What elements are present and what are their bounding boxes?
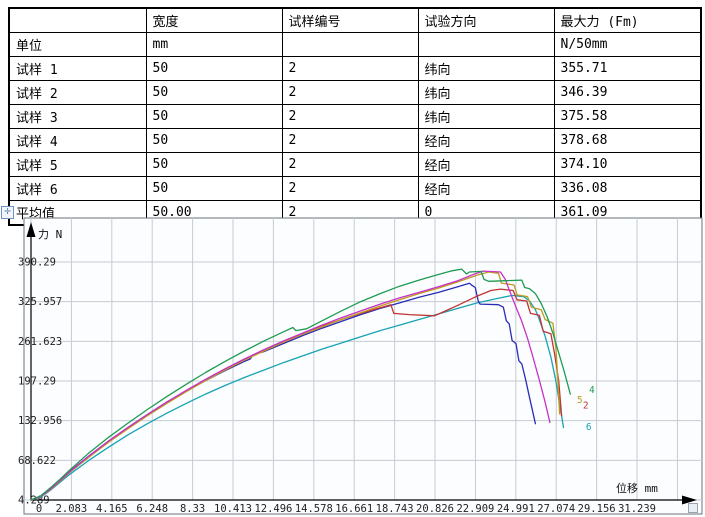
table-cell: 50 [145,128,283,153]
table-cell: 2 [281,80,419,105]
table-cell: 试样 2 [8,80,147,105]
y-tick-label: 261.623 [18,336,62,348]
curve-试样 3 [30,270,551,501]
x-tick-label: 8.33 [180,503,205,515]
curve-试样 6 [30,294,565,501]
y-tick-label: 325.957 [18,296,62,308]
table-header-row: 宽度 试样编号 试验方向 最大力 (Fm) [8,7,702,33]
x-tick-label: 0 [36,503,42,515]
table-cell: 378.68 [553,128,702,153]
table-cell: 纬向 [417,80,555,105]
table-cell: 375.58 [553,104,702,129]
table-row: 试样 3 50 2 纬向 375.58 [8,104,702,129]
curve-end-label: 5 [577,395,583,406]
table-cell [417,32,555,57]
table-row: 单位 mm N/50mm [8,32,702,57]
table-cell: 374.10 [553,152,702,177]
table-cell: N/50mm [553,32,702,57]
y-axis-arrow-icon [26,222,36,237]
table-cell: 试样 1 [8,56,147,81]
y-axis-title: 力 N [38,228,62,241]
x-tick-label: 10.413 [214,503,252,515]
y-tick-label: 132.956 [18,415,62,427]
curve-试样 4 [30,268,571,501]
table-cell: 试样 6 [8,176,147,201]
y-tick-label: 68.622 [18,455,56,467]
table-row: 试样 1 50 2 纬向 355.71 [8,56,702,81]
x-tick-label: 4.165 [96,503,128,515]
x-tick-label: 24.991 [497,503,535,515]
x-tick-label: 22.909 [456,503,494,515]
x-axis-title: 位移 mm [616,481,658,495]
table-row: 试样 5 50 2 经向 374.10 [8,152,702,177]
curve-end-label: 4 [589,385,595,396]
resize-handle[interactable] [688,503,698,513]
table-cell: 经向 [417,152,555,177]
table-cell: 50 [145,176,283,201]
column-header: 最大力 (Fm) [553,7,702,33]
curve-end-label: 6 [586,422,592,433]
table-cell: 试样 3 [8,104,147,129]
y-tick-label: 390.29 [18,257,56,269]
table-cell [281,32,419,57]
x-tick-label: 31.239 [618,503,656,515]
table-cell: 50 [145,80,283,105]
x-tick-label: 20.826 [416,503,454,515]
table-cell: 经向 [417,176,555,201]
table-cell: 355.71 [553,56,702,81]
table-cell: 50 [145,56,283,81]
move-handle-icon[interactable]: ✛ [1,206,14,219]
column-header: 宽度 [145,7,283,33]
table-cell: 2 [281,176,419,201]
table-cell: 单位 [8,32,147,57]
table-cell: mm [145,32,283,57]
table-cell: 2 [281,128,419,153]
table-cell: 试样 4 [8,128,147,153]
table-cell: 经向 [417,128,555,153]
x-axis-arrow-icon [682,495,697,505]
table-cell: 2 [281,56,419,81]
table-cell: 2 [281,152,419,177]
column-header [8,7,147,33]
x-tick-label: 18.743 [376,503,414,515]
table-cell: 2 [281,104,419,129]
force-displacement-chart: 4.28968.622132.956197.29261.623325.95739… [18,217,703,515]
table-head: 宽度 试样编号 试验方向 最大力 (Fm) [8,7,702,33]
column-header: 试样编号 [281,7,419,33]
result-table: 宽度 试样编号 试验方向 最大力 (Fm) 单位 mm N/50mm 试样 1 50 2 纬向 35… [8,7,702,226]
x-tick-label: 14.578 [295,503,333,515]
table-cell: 50 [145,104,283,129]
y-tick-label: 197.29 [18,376,56,388]
x-tick-label: 27.074 [537,503,575,515]
table-cell: 336.08 [553,176,702,201]
plot-area [23,217,703,515]
table-body: 单位 mm N/50mm 试样 1 50 2 纬向 355.71 试样 2 50 2 纬向 346.39… [8,32,702,226]
curve-试样 5 [30,271,561,501]
x-tick-label: 12.496 [254,503,292,515]
x-tick-label: 6.248 [136,503,168,515]
x-tick-label: 16.661 [335,503,373,515]
x-tick-label: 2.083 [56,503,88,515]
table-cell: 50 [145,152,283,177]
table-row: 试样 6 50 2 经向 336.08 [8,176,702,201]
table-cell: 纬向 [417,104,555,129]
table-cell: 纬向 [417,56,555,81]
curve-end-label: 2 [583,400,589,411]
column-header: 试验方向 [417,7,555,33]
table-row: 试样 4 50 2 经向 378.68 [8,128,702,153]
table-cell: 346.39 [553,80,702,105]
table-row: 试样 2 50 2 纬向 346.39 [8,80,702,105]
table-cell: 试样 5 [8,152,147,177]
x-tick-label: 29.156 [578,503,616,515]
